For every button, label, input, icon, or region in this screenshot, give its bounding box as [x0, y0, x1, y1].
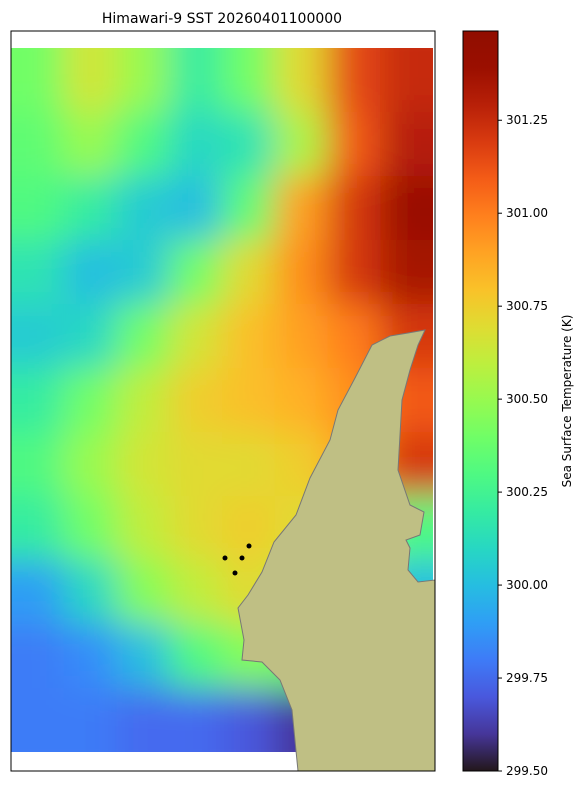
colorbar-tick-label: 300.75 — [506, 299, 548, 313]
colorbar-tick-label: 299.75 — [506, 671, 548, 685]
sst-cell — [11, 368, 65, 433]
station — [246, 543, 252, 549]
sst-cell — [327, 240, 382, 305]
station — [239, 555, 245, 561]
sst-cell — [11, 304, 65, 369]
sst-cell — [116, 304, 171, 369]
sst-cell — [116, 560, 171, 625]
sst-cell — [274, 368, 329, 433]
colorbar-tick-label: 300.00 — [506, 578, 548, 592]
sst-cell — [11, 432, 65, 497]
colorbar — [462, 30, 499, 772]
sst-cell — [11, 688, 65, 752]
sst-cell — [63, 48, 118, 113]
colorbar-tick-label: 301.25 — [506, 113, 548, 127]
sst-cell — [380, 240, 433, 305]
map-title: Himawari-9 SST 20260401100000 — [102, 11, 342, 27]
stations — [222, 543, 252, 576]
sst-cell — [274, 176, 329, 241]
sst-cell — [63, 624, 118, 689]
land — [237, 329, 436, 772]
sst-cell — [169, 176, 223, 241]
sst-cell — [169, 112, 223, 177]
sst-cell — [222, 240, 276, 305]
sst-field — [11, 48, 433, 752]
sst-cell — [222, 496, 276, 561]
colorbar-tick-label: 299.50 — [506, 764, 548, 778]
sst-cell — [274, 48, 329, 113]
sst-cell — [169, 48, 223, 113]
sst-cell — [63, 560, 118, 625]
sst-cell — [222, 432, 276, 497]
sst-cell — [327, 176, 382, 241]
sst-cell — [222, 368, 276, 433]
sst-cell — [116, 688, 171, 752]
sst-cell — [169, 240, 223, 305]
sst-cell — [63, 176, 118, 241]
sst-cell — [274, 304, 329, 369]
sst-cell — [274, 240, 329, 305]
sst-cell — [222, 112, 276, 177]
sst-cell — [222, 48, 276, 113]
sst-cell — [380, 176, 433, 241]
station — [222, 555, 228, 561]
sst-cell — [11, 624, 65, 689]
sst-cell — [116, 368, 171, 433]
sst-cell — [116, 624, 171, 689]
sst-cell — [169, 624, 223, 689]
sst-cell — [380, 112, 433, 177]
sst-cell — [63, 496, 118, 561]
colorbar-label: Sea Surface Temperature (K) — [560, 315, 574, 488]
sst-cell — [63, 304, 118, 369]
colorbar-tick-label: 300.25 — [506, 485, 548, 499]
colorbar-tick-label: 300.50 — [506, 392, 548, 406]
sst-cell — [11, 48, 65, 113]
sst-cell — [116, 112, 171, 177]
sst-cell — [63, 368, 118, 433]
sst-cell — [169, 688, 223, 752]
sst-cell — [327, 48, 382, 113]
sst-cell — [11, 240, 65, 305]
sst-cell — [169, 560, 223, 625]
map-frame — [10, 30, 436, 772]
sst-cell — [63, 432, 118, 497]
colorbar-tick-label: 301.00 — [506, 206, 548, 220]
sst-cell — [274, 112, 329, 177]
sst-cell — [222, 688, 276, 752]
sst-cell — [169, 304, 223, 369]
sst-cell — [11, 176, 65, 241]
sst-cell — [11, 560, 65, 625]
sst-cell — [222, 176, 276, 241]
sst-cell — [116, 176, 171, 241]
sst-cell — [169, 432, 223, 497]
sst-cell — [63, 112, 118, 177]
sst-cell — [169, 368, 223, 433]
station — [232, 570, 238, 576]
sst-cell — [327, 112, 382, 177]
sst-cell — [222, 304, 276, 369]
sst-cell — [169, 496, 223, 561]
sst-cell — [116, 496, 171, 561]
sst-cell — [11, 112, 65, 177]
sst-cell — [116, 48, 171, 113]
sst-cell — [116, 240, 171, 305]
sst-cell — [116, 432, 171, 497]
sst-cell — [11, 496, 65, 561]
sst-cell — [63, 688, 118, 752]
sst-cell — [380, 48, 433, 113]
sst-cell — [63, 240, 118, 305]
